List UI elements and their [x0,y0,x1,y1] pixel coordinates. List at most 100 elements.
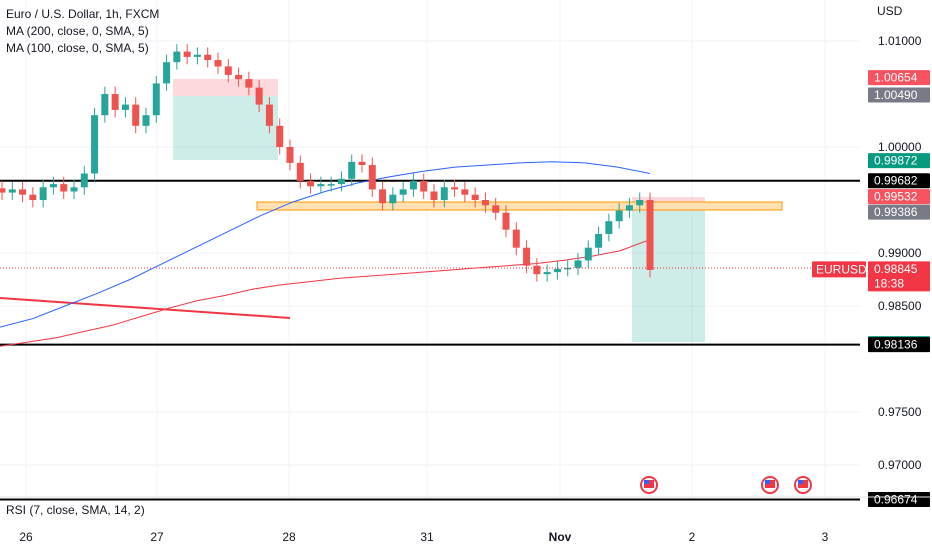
candle-body [39,187,47,200]
candle-body [265,104,273,126]
candle-body [440,187,448,200]
candle-body [29,194,37,200]
price-tag-label: 0.99682 [874,174,918,188]
candle-body [204,54,212,61]
candle-body [358,161,366,166]
price-tag [868,204,930,220]
flag-canton [644,480,649,484]
us-flag-icon [640,476,658,494]
candle-body [224,66,232,75]
time-axis[interactable]: 26 27 28 31 Nov 2 3 [19,530,828,544]
candle-body [523,247,531,266]
symbol-tag-label: EURUSD [816,262,867,276]
price-tag-label: 0.96674 [874,493,918,507]
time-tick-label: 28 [282,530,296,544]
price-tag-label: 0.99532 [874,190,918,204]
ma200-legend[interactable]: MA (200, close, 0, SMA, 5) [6,24,149,38]
ma100-line [0,161,651,328]
price-tick-label: 0.97000 [878,458,922,472]
candle-body [553,268,561,273]
candle-body [307,180,315,187]
rsi-legend[interactable]: RSI (7, close, SMA, 14, 2) [6,503,145,517]
candle-body [379,189,387,204]
candle-body [533,265,541,275]
price-tag-label: 0.98136 [874,338,918,352]
candle-body [512,229,520,248]
price-tag [868,337,930,353]
currency-label: USD [877,4,903,18]
event-markers [640,476,812,494]
time-tick-label: 31 [420,530,434,544]
price-tag [868,70,930,86]
flag-canton [798,480,803,484]
candle-body [389,194,397,204]
candle-body [368,165,376,190]
price-tick-label: 0.99000 [878,246,922,260]
price-tag [868,189,930,205]
candle-body [646,200,654,270]
price-tag-label: 0.98845 [874,262,918,276]
price-axis[interactable]: 1.01000 1.00000 0.99000 0.98500 0.97500 0.970… [878,34,922,472]
candle-body [399,189,407,195]
resistance-zone[interactable] [256,201,783,211]
price-tick-label: 0.98500 [878,299,922,313]
candle-body [584,247,592,261]
price-tags: 1.00654 1.00490 0.99872 0.99682 0.995320.993… [812,70,930,508]
price-tag-label: 0.99872 [874,154,918,168]
price-tag-label: 1.00490 [874,88,918,102]
candle-body [91,115,99,174]
grid-lines [0,0,860,497]
candle-body [142,115,150,126]
symbol-title[interactable]: Euro / U.S. Dollar, 1h, FXCM [6,7,160,21]
candle-body [574,260,582,268]
candle-body [121,104,129,110]
us-flag-icon [794,476,812,494]
candle-body [327,184,335,186]
candle-body [8,189,16,193]
price-tag [868,492,930,508]
countdown-label: 18:38 [874,276,904,290]
candle-body [245,79,253,88]
candle-body [605,221,613,234]
descending-trendline[interactable] [0,297,291,319]
candle-body [49,184,57,188]
short-target-zone-1[interactable] [173,96,278,160]
candle-body [19,189,27,195]
candle-body [543,272,551,275]
candle-body [80,173,88,188]
price-tag-label: 1.00654 [874,71,918,85]
price-tag [868,173,930,189]
candle-body [502,212,510,230]
flag-canton [765,480,770,484]
candle-body [337,178,345,185]
candle-body [471,194,479,200]
price-tick-label: 1.01000 [878,34,922,48]
candle-body [0,188,6,193]
short-target-zone-2[interactable] [632,211,705,342]
time-tick-label: 3 [822,530,829,544]
candle-body [286,147,294,163]
candle-body [276,125,284,147]
time-tick-label: 2 [689,530,696,544]
candle-body [615,210,623,222]
ma100-legend[interactable]: MA (100, close, 0, SMA, 5) [6,41,149,55]
candle-body [430,191,438,200]
time-tick-label: 27 [150,530,164,544]
candle-body [409,180,417,190]
candle-body [152,83,160,116]
candle-body [193,54,201,57]
ma200-line [0,239,649,347]
price-tag [868,153,930,169]
position-zones [173,79,783,342]
candle-body [255,87,263,105]
candle-body [564,267,572,270]
candle-body [132,104,140,126]
candle-body [625,205,633,211]
us-flag-icon [761,476,779,494]
time-tick-label: 26 [19,530,33,544]
candle-body [70,187,78,192]
candle-body [111,94,119,110]
candle-body [492,205,500,213]
candle-body [214,60,222,67]
